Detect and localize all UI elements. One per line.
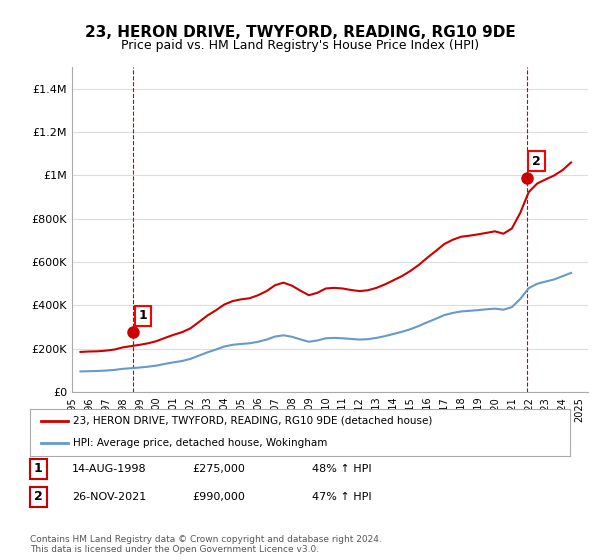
Text: 26-NOV-2021: 26-NOV-2021 <box>72 492 146 502</box>
Text: 23, HERON DRIVE, TWYFORD, READING, RG10 9DE (detached house): 23, HERON DRIVE, TWYFORD, READING, RG10 … <box>73 416 433 426</box>
Text: 14-AUG-1998: 14-AUG-1998 <box>72 464 146 474</box>
Text: 2: 2 <box>532 155 541 167</box>
Text: 2: 2 <box>34 490 43 503</box>
Text: 47% ↑ HPI: 47% ↑ HPI <box>312 492 371 502</box>
Text: 1: 1 <box>34 462 43 475</box>
Text: Price paid vs. HM Land Registry's House Price Index (HPI): Price paid vs. HM Land Registry's House … <box>121 39 479 52</box>
Text: 48% ↑ HPI: 48% ↑ HPI <box>312 464 371 474</box>
Text: 23, HERON DRIVE, TWYFORD, READING, RG10 9DE: 23, HERON DRIVE, TWYFORD, READING, RG10 … <box>85 25 515 40</box>
Text: HPI: Average price, detached house, Wokingham: HPI: Average price, detached house, Woki… <box>73 438 328 448</box>
Text: 1: 1 <box>139 310 147 323</box>
Text: £275,000: £275,000 <box>192 464 245 474</box>
Text: Contains HM Land Registry data © Crown copyright and database right 2024.
This d: Contains HM Land Registry data © Crown c… <box>30 535 382 554</box>
Text: £990,000: £990,000 <box>192 492 245 502</box>
